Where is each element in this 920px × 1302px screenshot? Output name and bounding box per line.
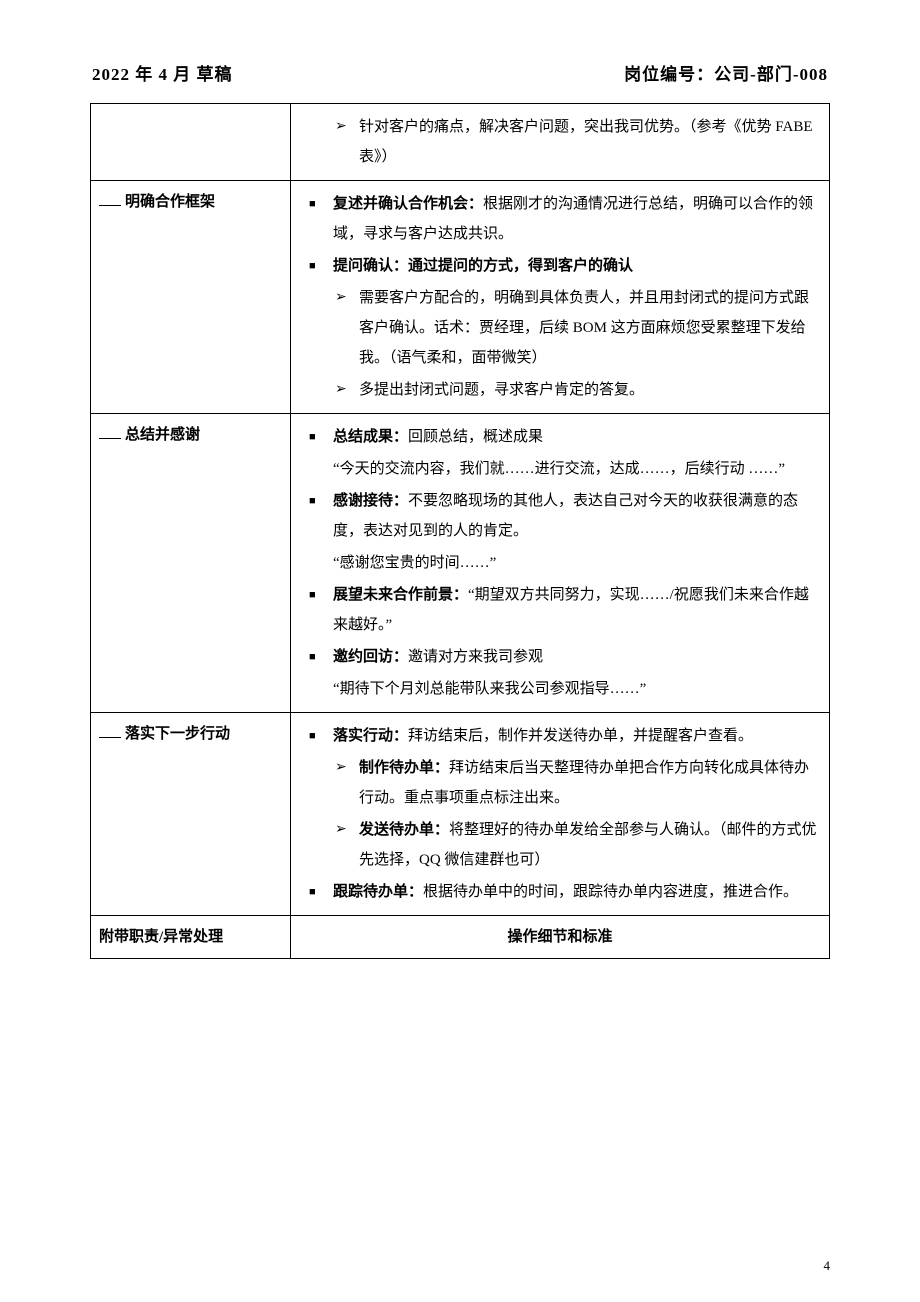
header-right: 岗位编号：公司-部门-008 <box>624 60 828 85</box>
item-text: 拜访结束后，制作并发送待办单，并提醒客户查看。 <box>408 728 753 744</box>
bullet-square-item: 提问确认：通过提问的方式，得到客户的确认 <box>299 251 821 281</box>
bullet-square-item: 展望未来合作前景：“期望双方共同努力，实现……/祝愿我们未来合作越来越好。” <box>299 580 821 640</box>
item-text: “感谢您宝贵的时间……” <box>333 555 496 571</box>
item-text: 多提出封闭式问题，寻求客户肯定的答复。 <box>359 382 644 398</box>
main-table: 针对客户的痛点，解决客户问题，突出我司优势。（参考《优势 FABE 表》） 明确合… <box>90 103 830 959</box>
footer-right-cell: 操作细节和标准 <box>291 916 830 959</box>
bullet-arrow-item: 发送待办单：将整理好的待办单发给全部参与人确认。（邮件的方式优先选择，QQ 微信… <box>299 815 821 875</box>
table-row: 针对客户的痛点，解决客户问题，突出我司优势。（参考《优势 FABE 表》） <box>91 104 830 181</box>
row-content-cell: 复述并确认合作机会：根据刚才的沟通情况进行总结，明确可以合作的领域，寻求与客户达… <box>291 181 830 414</box>
item-bold: 展望未来合作前景： <box>333 587 468 603</box>
row-content-cell: 针对客户的痛点，解决客户问题，突出我司优势。（参考《优势 FABE 表》） <box>291 104 830 181</box>
quote-line: “感谢您宝贵的时间……” <box>299 548 821 578</box>
quote-line: “期待下个月刘总能带队来我公司参观指导……” <box>299 674 821 704</box>
row-title-cell: 明确合作框架 <box>91 181 291 414</box>
item-text: 回顾总结，概述成果 <box>408 429 543 445</box>
row-title-cell: 落实下一步行动 <box>91 713 291 916</box>
underline-prefix <box>99 205 121 206</box>
bullet-square-item: 感谢接待：不要忽略现场的其他人，表达自己对今天的收获很满意的态度，表达对见到的人… <box>299 486 821 546</box>
bullet-square-item: 邀约回访：邀请对方来我司参观 <box>299 642 821 672</box>
bullet-square-item: 复述并确认合作机会：根据刚才的沟通情况进行总结，明确可以合作的领域，寻求与客户达… <box>299 189 821 249</box>
item-bold: 发送待办单： <box>359 822 449 838</box>
item-bold: 落实行动： <box>333 728 408 744</box>
item-bold: 总结成果： <box>333 429 408 445</box>
row-content-cell: 落实行动：拜访结束后，制作并发送待办单，并提醒客户查看。制作待办单：拜访结束后当… <box>291 713 830 916</box>
item-bold: 提问确认：通过提问的方式，得到客户的确认 <box>333 258 633 274</box>
item-text: 邀请对方来我司参观 <box>408 649 543 665</box>
page-header: 2022 年 4 月 草稿 岗位编号：公司-部门-008 <box>90 60 830 85</box>
row-title: 落实下一步行动 <box>125 726 230 742</box>
header-left: 2022 年 4 月 草稿 <box>92 60 233 85</box>
item-bold: 制作待办单： <box>359 760 449 776</box>
row-title-cell <box>91 104 291 181</box>
item-text: “今天的交流内容，我们就……进行交流，达成……，后续行动 ……” <box>333 461 785 477</box>
table-row: 明确合作框架 复述并确认合作机会：根据刚才的沟通情况进行总结，明确可以合作的领域，… <box>91 181 830 414</box>
item-bold: 邀约回访： <box>333 649 408 665</box>
bullet-square-item: 总结成果：回顾总结，概述成果 <box>299 422 821 452</box>
underline-prefix <box>99 737 121 738</box>
bullet-arrow-item: 多提出封闭式问题，寻求客户肯定的答复。 <box>299 375 821 405</box>
item-text: “期待下个月刘总能带队来我公司参观指导……” <box>333 681 646 697</box>
bullet-square-item: 跟踪待办单：根据待办单中的时间，跟踪待办单内容进度，推进合作。 <box>299 877 821 907</box>
table-row: 总结并感谢 总结成果：回顾总结，概述成果 “今天的交流内容，我们就……进行交流，达成… <box>91 414 830 713</box>
item-bold: 跟踪待办单： <box>333 884 423 900</box>
table-footer-row: 附带职责/异常处理操作细节和标准 <box>91 916 830 959</box>
bullet-arrow-item: 制作待办单：拜访结束后当天整理待办单把合作方向转化成具体待办行动。重点事项重点标… <box>299 753 821 813</box>
footer-left-cell: 附带职责/异常处理 <box>91 916 291 959</box>
page-number: 4 <box>824 1258 831 1274</box>
bullet-square-item: 落实行动：拜访结束后，制作并发送待办单，并提醒客户查看。 <box>299 721 821 751</box>
bullet-arrow-item: 需要客户方配合的，明确到具体负责人，并且用封闭式的提问方式跟客户确认。话术：贾经… <box>299 283 821 373</box>
row-content-cell: 总结成果：回顾总结，概述成果 “今天的交流内容，我们就……进行交流，达成……，后续… <box>291 414 830 713</box>
row-title-cell: 总结并感谢 <box>91 414 291 713</box>
underline-prefix <box>99 438 121 439</box>
table-row: 落实下一步行动落实行动：拜访结束后，制作并发送待办单，并提醒客户查看。制作待办单… <box>91 713 830 916</box>
quote-line: “今天的交流内容，我们就……进行交流，达成……，后续行动 ……” <box>299 454 821 484</box>
bullet-arrow-item: 针对客户的痛点，解决客户问题，突出我司优势。（参考《优势 FABE 表》） <box>299 112 821 172</box>
item-bold: 感谢接待： <box>333 493 408 509</box>
row-title: 明确合作框架 <box>125 194 215 210</box>
item-text: 针对客户的痛点，解决客户问题，突出我司优势。（参考《优势 FABE 表》） <box>359 119 812 165</box>
row-title: 总结并感谢 <box>125 427 200 443</box>
item-text: 根据待办单中的时间，跟踪待办单内容进度，推进合作。 <box>423 884 798 900</box>
item-text: 需要客户方配合的，明确到具体负责人，并且用封闭式的提问方式跟客户确认。话术：贾经… <box>359 290 809 366</box>
document-page: 2022 年 4 月 草稿 岗位编号：公司-部门-008 针对客户的痛点，解决客… <box>0 0 920 1302</box>
item-bold: 复述并确认合作机会： <box>333 196 483 212</box>
